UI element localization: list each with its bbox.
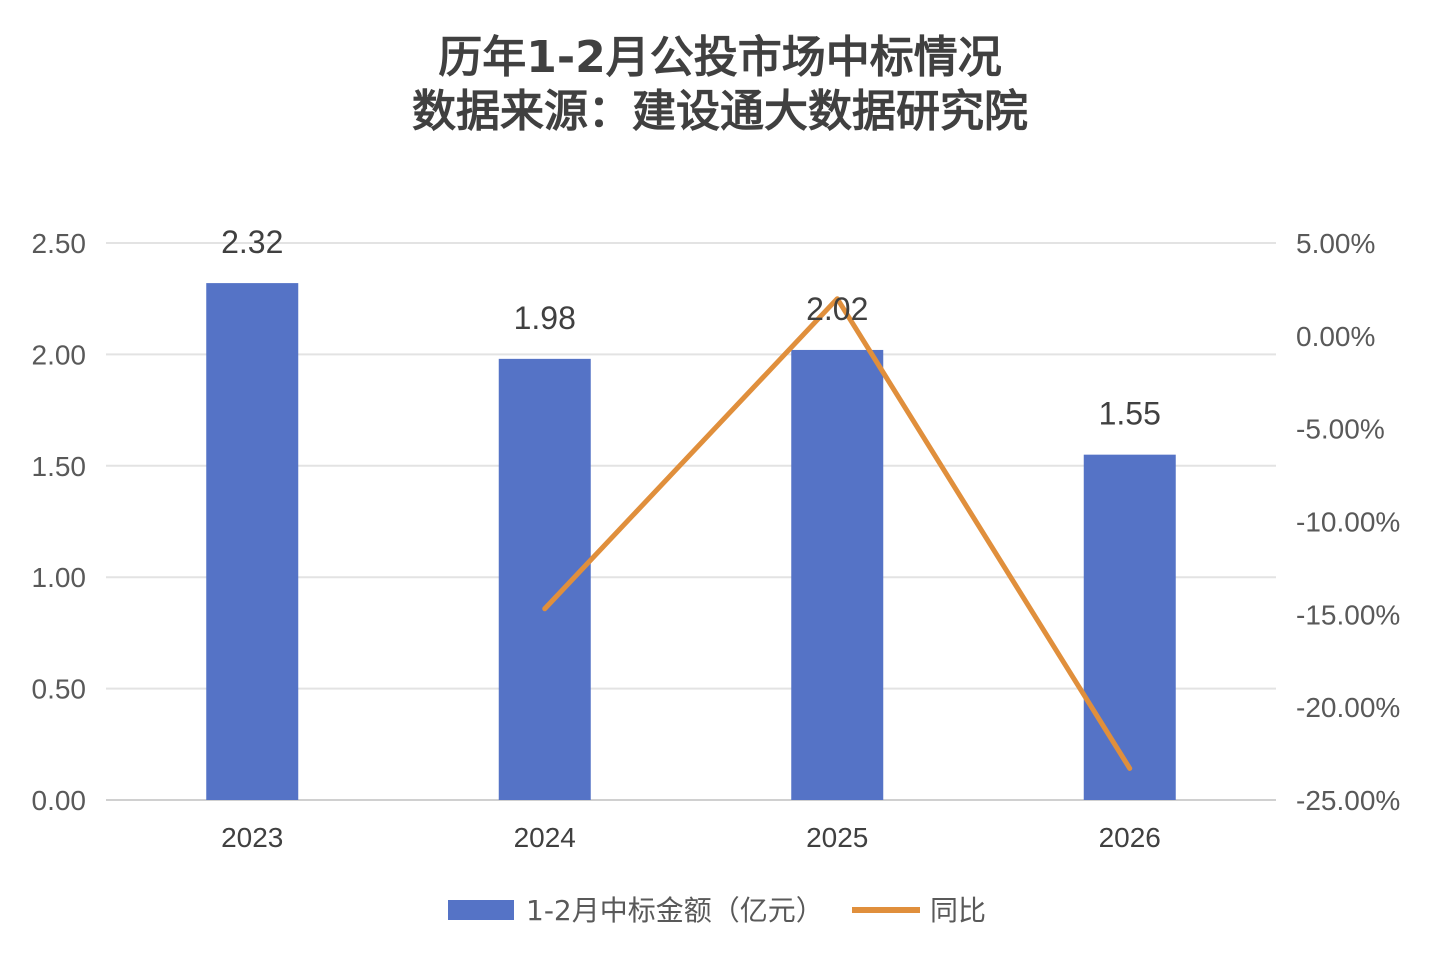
bar: [206, 283, 299, 800]
bar-data-label: 2.02: [806, 291, 868, 327]
bar-data-label: 1.55: [1099, 396, 1161, 432]
x-axis: 2023 2024 2025 2026: [221, 822, 1161, 853]
legend: 1-2月中标金额（亿元） 同比: [448, 894, 986, 927]
y-axis-left: 0.00 0.50 1.00 1.50 2.00 2.50: [32, 228, 87, 816]
y-left-tick-label: 2.50: [32, 228, 87, 259]
legend-bar-swatch: [448, 900, 514, 920]
y-left-tick-label: 0.50: [32, 674, 87, 705]
y-left-tick-label: 1.00: [32, 562, 87, 593]
bar: [791, 349, 884, 800]
y-left-tick-label: 2.00: [32, 339, 87, 370]
y-left-tick-label: 1.50: [32, 451, 87, 482]
bar: [1083, 454, 1176, 800]
y-right-tick-label: -20.00%: [1296, 692, 1400, 723]
bar: [498, 358, 591, 800]
y-right-tick-label: 0.00%: [1296, 321, 1375, 352]
data-labels: 2.32 1.98 2.02 1.55: [221, 224, 1161, 432]
y-axis-right: -25.00% -20.00% -15.00% -10.00% -5.00% 0.00% 5…: [1296, 228, 1400, 816]
y-right-tick-label: -5.00%: [1296, 414, 1385, 445]
bar-series: [206, 283, 1176, 800]
y-right-tick-label: 5.00%: [1296, 228, 1375, 259]
bar-data-label: 2.32: [221, 224, 283, 260]
legend-line-label: 同比: [930, 894, 986, 927]
y-left-tick-label: 0.00: [32, 785, 87, 816]
legend-bar-label: 1-2月中标金额（亿元）: [526, 894, 824, 927]
x-tick-label: 2025: [806, 822, 868, 853]
x-tick-label: 2023: [221, 822, 283, 853]
bar-data-label: 1.98: [514, 300, 576, 336]
x-tick-label: 2026: [1099, 822, 1161, 853]
chart-title: 历年1-2月公投市场中标情况: [438, 32, 1002, 83]
gridlines: [106, 242, 1276, 801]
chart-subtitle: 数据来源：建设通大数据研究院: [412, 86, 1028, 137]
y-right-tick-label: -10.00%: [1296, 507, 1400, 538]
line-series: [542, 296, 1133, 771]
y-right-tick-label: -15.00%: [1296, 599, 1400, 630]
y-right-tick-label: -25.00%: [1296, 785, 1400, 816]
x-tick-label: 2024: [514, 822, 576, 853]
